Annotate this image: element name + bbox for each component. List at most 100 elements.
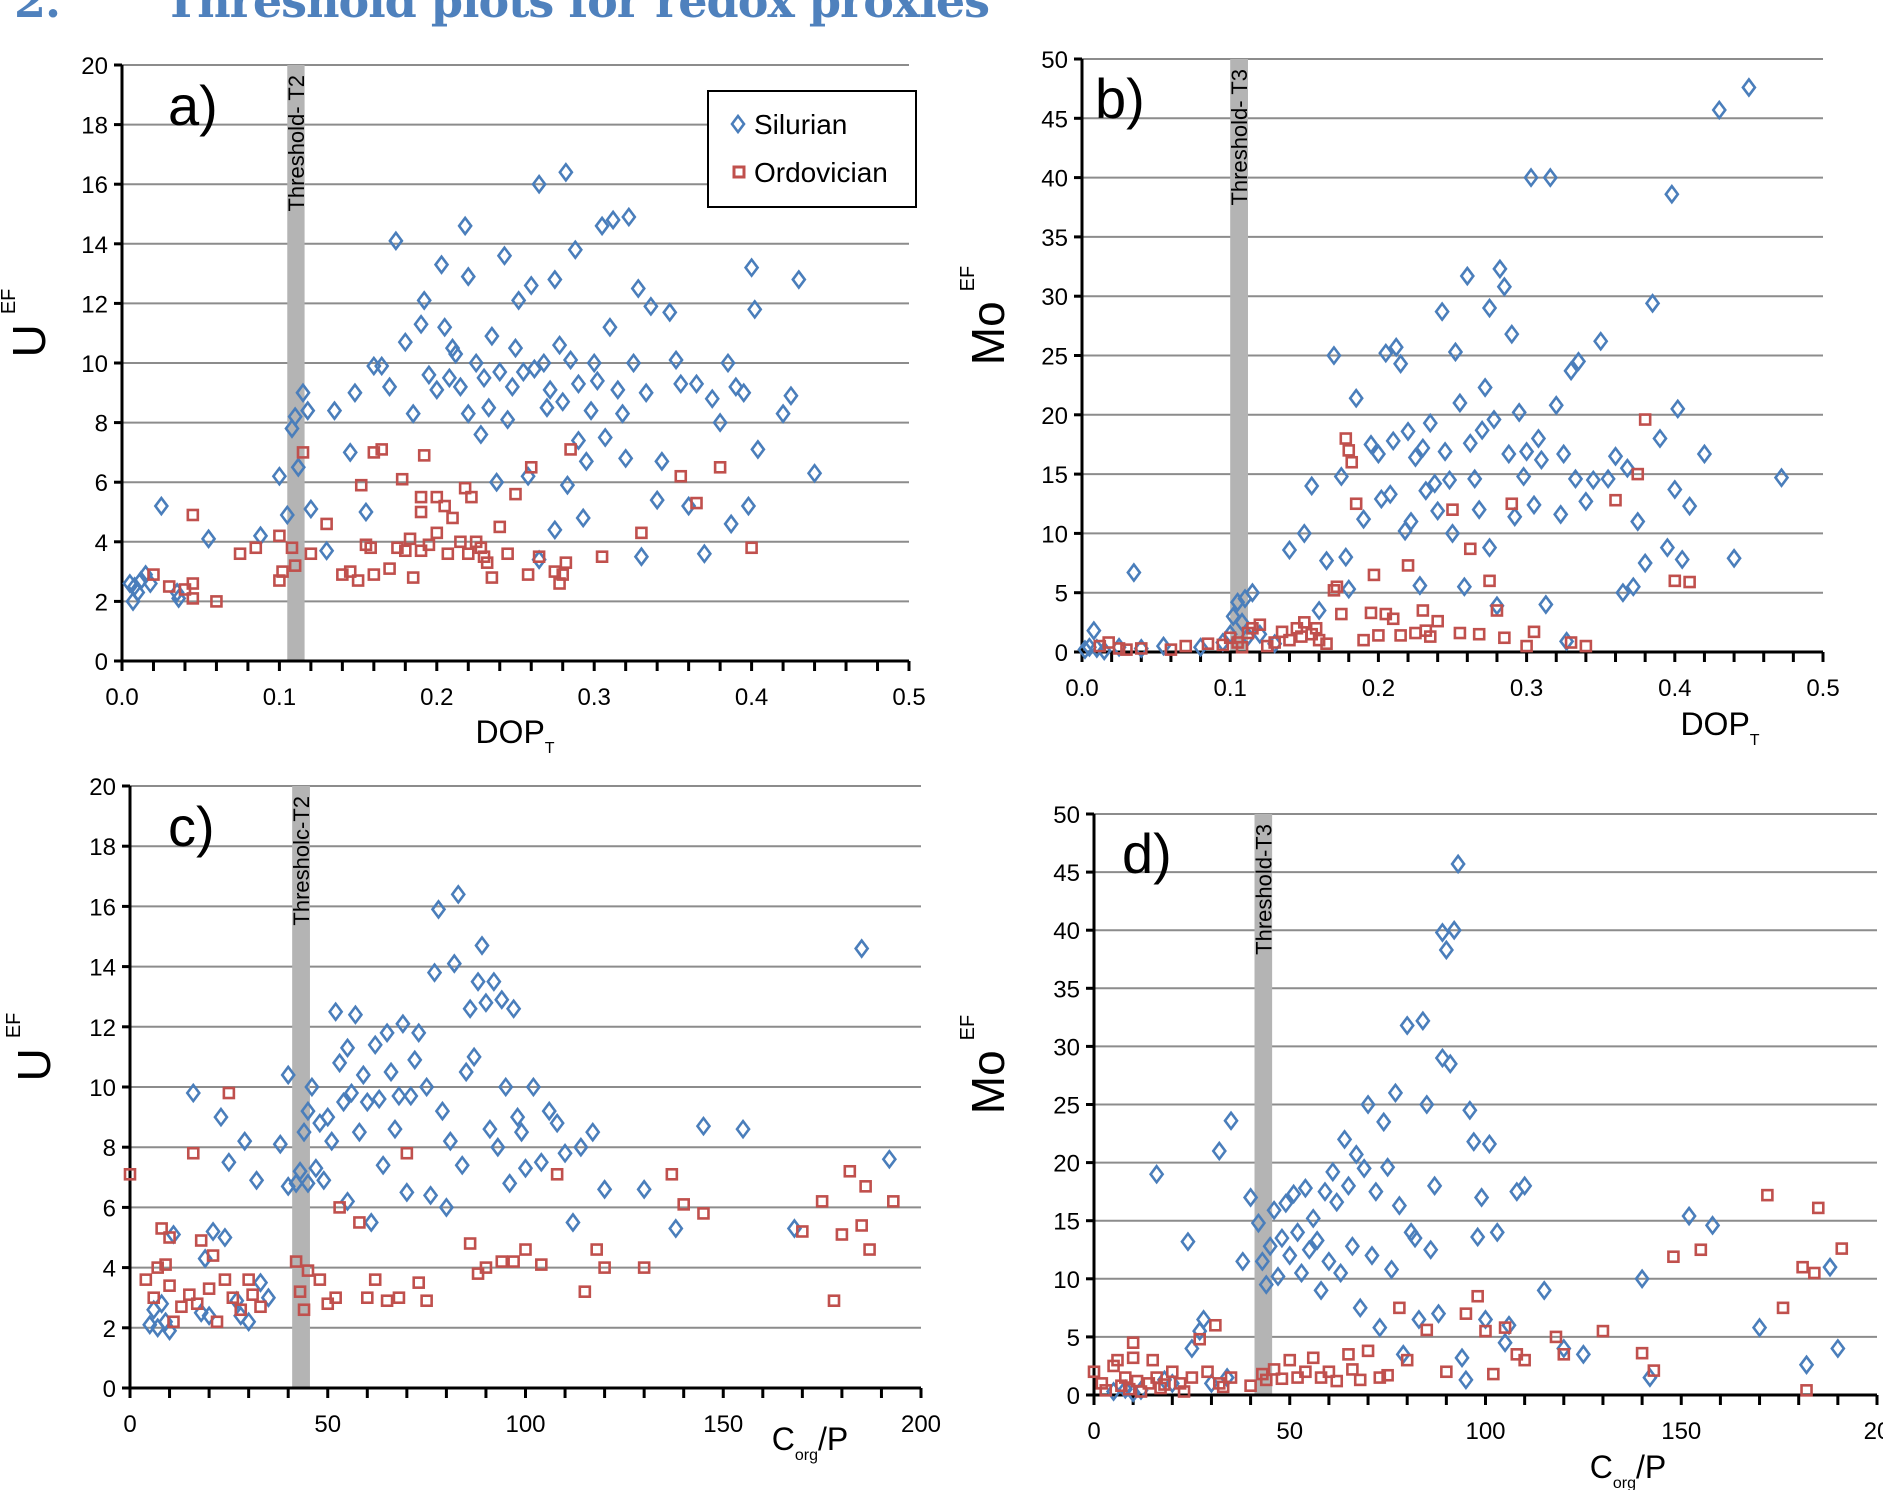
data-point-ordovician <box>1609 493 1622 507</box>
data-point-silurian <box>1282 1245 1298 1266</box>
data-point-silurian <box>610 379 626 400</box>
data-point-silurian <box>342 442 358 463</box>
data-point-silurian <box>300 1100 316 1122</box>
data-point-ordovician <box>186 508 200 522</box>
data-point-ordovician <box>333 1201 346 1214</box>
data-point-ordovician <box>1549 1330 1563 1344</box>
data-point-ordovician <box>234 1303 248 1317</box>
data-point-silurian <box>791 269 807 290</box>
data-point-silurian <box>413 314 429 335</box>
data-point-silurian <box>1497 1332 1513 1353</box>
x-axis-title: DOPT <box>1680 706 1759 749</box>
data-point-silurian <box>476 367 492 389</box>
data-point-silurian <box>1516 466 1532 487</box>
data-point-silurian <box>399 1182 415 1203</box>
data-point-silurian <box>728 376 744 398</box>
legend-label-ordovician: Ordovician <box>754 157 888 188</box>
data-point-ordovician <box>391 541 404 555</box>
data-point-silurian <box>523 275 539 296</box>
data-point-silurian <box>1474 420 1490 441</box>
data-point-silurian <box>1481 297 1498 319</box>
y-axis-title: Mo EF <box>957 1015 1014 1114</box>
data-point-ordovician <box>1423 630 1437 643</box>
data-point-ordovician <box>233 547 247 561</box>
y-tick-label: 20 <box>81 53 108 80</box>
data-point-silurian <box>1437 441 1453 462</box>
data-point-ordovician <box>1518 1353 1531 1367</box>
data-point-silurian <box>1372 1317 1388 1338</box>
data-point-ordovician <box>1498 631 1511 645</box>
data-point-ordovician <box>1260 639 1274 653</box>
data-point-silurian <box>280 1176 296 1197</box>
data-point-ordovician <box>835 1228 849 1241</box>
data-point-ordovician <box>1267 1363 1281 1376</box>
data-point-silurian <box>1387 1082 1404 1104</box>
data-point-silurian <box>1556 1338 1572 1359</box>
data-point-silurian <box>1458 1369 1474 1391</box>
data-point-ordovician <box>1471 1289 1484 1303</box>
data-point-silurian <box>422 1185 439 1206</box>
data-point-silurian <box>1407 1227 1423 1249</box>
data-point-ordovician <box>1339 432 1353 445</box>
y-tick-label: 0 <box>95 649 108 676</box>
data-point-silurian <box>130 582 146 603</box>
data-point-silurian <box>1229 592 1246 613</box>
data-point-silurian <box>326 400 343 421</box>
series-silurian <box>1077 77 1790 661</box>
data-point-ordovician <box>296 446 310 459</box>
data-point-silurian <box>515 361 531 383</box>
data-point-silurian <box>1470 1226 1486 1248</box>
data-point-silurian <box>1364 1245 1380 1266</box>
data-point-silurian <box>1313 1280 1329 1301</box>
data-point-ordovician <box>796 1225 809 1238</box>
data-point-silurian <box>541 1100 557 1122</box>
y-axis-title-main: Mo <box>962 301 1014 365</box>
y-tick-label: 2 <box>103 1316 116 1343</box>
data-point-ordovician <box>1796 1260 1809 1274</box>
data-point-silurian <box>324 1131 340 1152</box>
data-point-silurian <box>462 998 478 1019</box>
data-point-ordovician <box>463 1237 477 1250</box>
data-point-silurian <box>1567 468 1584 490</box>
data-point-silurian <box>1252 624 1268 645</box>
data-point-ordovician <box>162 580 176 593</box>
data-point-ordovician <box>1811 1201 1825 1215</box>
data-point-silurian <box>347 382 363 403</box>
data-point-ordovician <box>186 577 200 590</box>
data-point-ordovician <box>1327 584 1341 597</box>
data-point-silurian <box>565 1212 581 1233</box>
data-point-ordovician <box>1483 574 1496 588</box>
data-point-silurian <box>1333 466 1349 487</box>
data-point-ordovician <box>827 1294 841 1308</box>
data-point-silurian <box>605 209 621 231</box>
data-point-silurian <box>1511 402 1527 423</box>
series-ordovician <box>1087 1188 1849 1398</box>
data-point-silurian <box>446 953 462 974</box>
data-point-silurian <box>217 1227 233 1248</box>
data-point-silurian <box>1459 265 1475 287</box>
data-point-silurian <box>419 1076 435 1098</box>
data-point-silurian <box>1077 639 1093 660</box>
data-point-silurian <box>596 1179 613 1200</box>
y-tick-label: 10 <box>1041 521 1068 548</box>
data-point-silurian <box>1517 1175 1533 1197</box>
data-point-ordovician <box>1683 575 1696 589</box>
data-point-silurian <box>490 1137 506 1158</box>
data-point-silurian <box>1726 548 1742 569</box>
data-point-silurian <box>662 302 678 323</box>
data-point-ordovician <box>559 556 573 569</box>
data-point-silurian <box>1338 546 1354 568</box>
data-point-ordovician <box>285 541 299 555</box>
x-tick-label: 100 <box>505 1411 545 1438</box>
data-point-ordovician <box>697 1207 710 1220</box>
data-point-ordovician <box>1386 612 1400 626</box>
data-point-ordovician <box>399 544 412 558</box>
y-tick-label: 14 <box>81 232 108 259</box>
data-point-silurian <box>695 1115 712 1137</box>
data-point-ordovician <box>1253 618 1267 632</box>
data-point-silurian <box>473 424 489 445</box>
data-point-silurian <box>1434 1047 1451 1069</box>
data-point-silurian <box>1477 1309 1494 1330</box>
x-tick-label: 150 <box>1661 1418 1701 1445</box>
